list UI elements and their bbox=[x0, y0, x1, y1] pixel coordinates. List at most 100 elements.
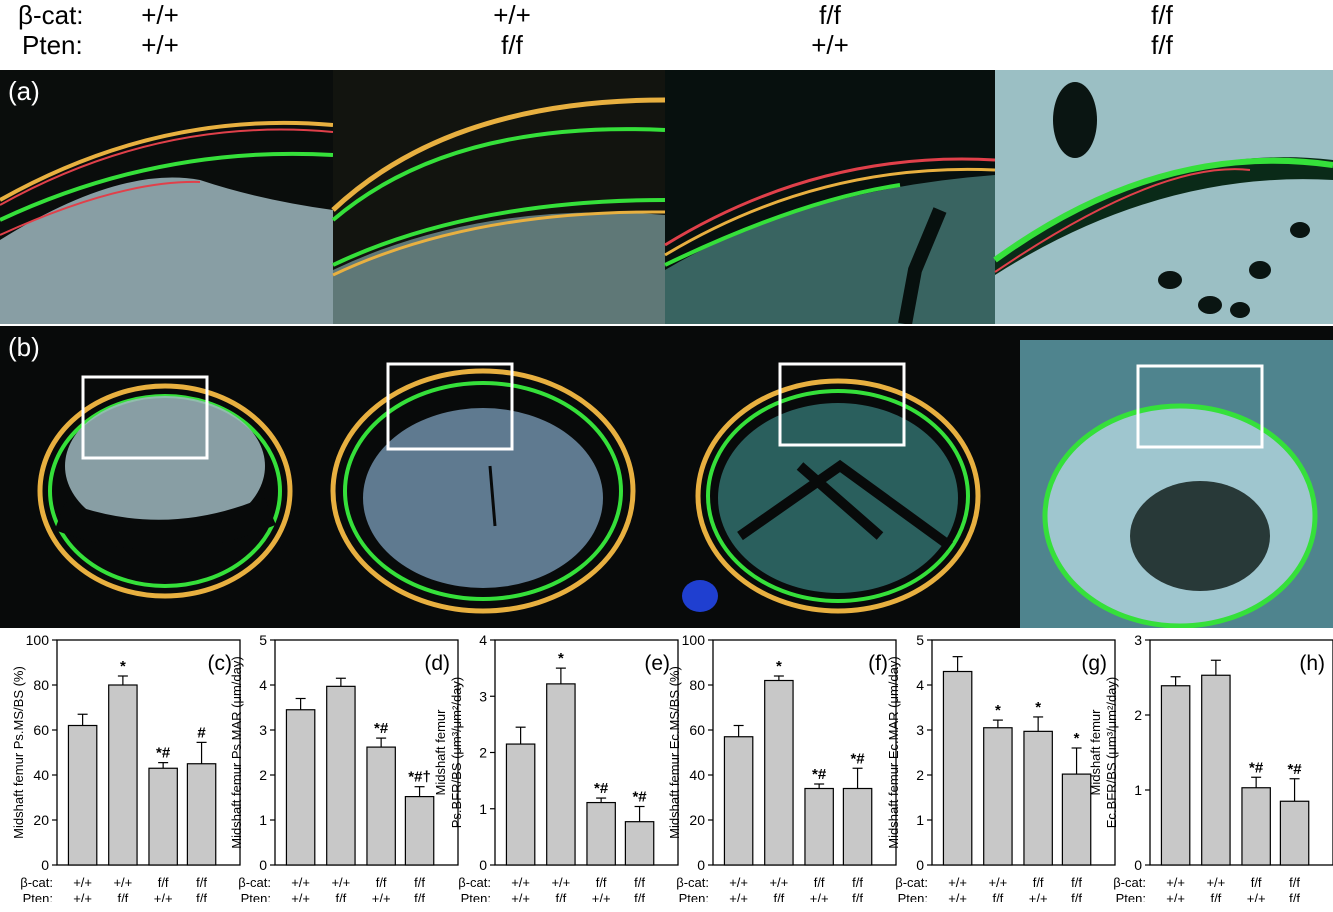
cross-section-b1 bbox=[37, 375, 293, 599]
x-axis-bcat-label: β-cat: bbox=[20, 875, 53, 890]
x-tick-pten: f/f bbox=[414, 891, 425, 902]
panel-label: (c) bbox=[208, 652, 233, 675]
x-tick-pten: +/+ bbox=[1247, 891, 1266, 902]
header-col2-bcat: +/+ bbox=[493, 0, 531, 30]
micrograph-row-a bbox=[0, 70, 1333, 324]
panel-label: (f) bbox=[868, 652, 888, 675]
x-tick-bcat: +/+ bbox=[73, 875, 92, 890]
bar bbox=[546, 683, 576, 866]
x-tick-bcat: +/+ bbox=[769, 875, 788, 890]
significance-mark: * bbox=[995, 702, 1001, 719]
bar bbox=[326, 685, 356, 866]
bar bbox=[148, 767, 178, 866]
bar bbox=[1279, 800, 1310, 866]
y-tick-label: 0 bbox=[259, 857, 267, 873]
cross-section-b2 bbox=[330, 362, 636, 614]
micrograph-a3 bbox=[664, 70, 996, 324]
x-axis-pten-label: Pten: bbox=[241, 891, 271, 902]
x-axis-pten-label: Pten: bbox=[23, 891, 53, 902]
x-tick-bcat: f/f bbox=[196, 875, 207, 890]
header-col1-pten: +/+ bbox=[141, 30, 179, 60]
x-axis-pten-label: Pten: bbox=[679, 891, 709, 902]
header-col4-pten: f/f bbox=[1151, 30, 1173, 60]
y-axis-label: Midshaft femur Ec.MS/BS (%) bbox=[667, 666, 682, 839]
x-axis-pten-label: Pten: bbox=[1116, 891, 1146, 902]
panel-label: (d) bbox=[424, 652, 450, 675]
y-tick-label: 1 bbox=[259, 812, 267, 828]
x-tick-bcat: f/f bbox=[1071, 875, 1082, 890]
header-col3-bcat: f/f bbox=[819, 0, 841, 30]
significance-mark: * bbox=[120, 658, 126, 675]
micrograph-row-b-image bbox=[37, 340, 1333, 628]
y-axis-label-line1: Midshaft femur bbox=[433, 709, 448, 796]
x-tick-pten: +/+ bbox=[372, 891, 391, 902]
x-tick-bcat: f/f bbox=[1033, 875, 1044, 890]
bar bbox=[983, 727, 1013, 866]
panel-label: (h) bbox=[1299, 652, 1325, 675]
bar bbox=[764, 679, 794, 866]
x-tick-bcat: +/+ bbox=[331, 875, 350, 890]
chart-d: 0 1 2 3 4 5 Midshaft femur Ps.MAR (μm/day) (d) +… bbox=[229, 632, 459, 902]
chart-h: 0 1 2 3 Midshaft femur Ec.BFR/BS (μm³/μm²/day… bbox=[1088, 632, 1333, 902]
y-tick-label: 60 bbox=[689, 722, 705, 738]
header-col4-bcat: f/f bbox=[1151, 0, 1173, 30]
chart-f: 0 20 40 60 80 100 Midshaft femur Ec.MS/BS (%) (… bbox=[667, 632, 897, 902]
x-axis-pten-label: Pten: bbox=[898, 891, 928, 902]
x-tick-bcat: +/+ bbox=[948, 875, 967, 890]
bar bbox=[186, 763, 217, 866]
bar bbox=[1061, 773, 1092, 866]
x-tick-bcat: +/+ bbox=[1166, 875, 1185, 890]
x-tick-bcat: +/+ bbox=[729, 875, 748, 890]
x-tick-pten: f/f bbox=[1210, 891, 1221, 902]
bar bbox=[1023, 730, 1053, 866]
x-tick-bcat: f/f bbox=[814, 875, 825, 890]
y-tick-label: 2 bbox=[1134, 707, 1142, 723]
y-tick-label: 100 bbox=[682, 632, 706, 648]
x-axis-pten-label: Pten: bbox=[461, 891, 491, 902]
x-tick-pten: f/f bbox=[992, 891, 1003, 902]
x-tick-bcat: f/f bbox=[1251, 875, 1262, 890]
x-tick-pten: +/+ bbox=[154, 891, 173, 902]
x-axis-bcat-label: β-cat: bbox=[1113, 875, 1146, 890]
y-tick-label: 1 bbox=[479, 801, 487, 817]
significance-mark: *# bbox=[850, 750, 865, 767]
y-axis-label: Midshaft femur Ps.MAR (μm/day) bbox=[229, 656, 244, 848]
y-axis-label: Midshaft femur Ec.MAR (μm/day) bbox=[886, 656, 901, 848]
significance-mark: *# bbox=[374, 720, 389, 737]
header-col1-bcat: +/+ bbox=[141, 0, 179, 30]
micrograph-row-a-image bbox=[0, 70, 1333, 324]
x-tick-pten: +/+ bbox=[729, 891, 748, 902]
x-tick-pten: +/+ bbox=[511, 891, 530, 902]
significance-mark: *# bbox=[632, 789, 647, 806]
y-tick-label: 2 bbox=[916, 767, 924, 783]
x-tick-pten: +/+ bbox=[1166, 891, 1185, 902]
x-tick-bcat: f/f bbox=[1289, 875, 1300, 890]
y-tick-label: 0 bbox=[697, 857, 705, 873]
y-tick-label: 2 bbox=[479, 745, 487, 761]
y-axis-label-line1: Midshaft femur bbox=[1088, 709, 1103, 796]
x-tick-pten: +/+ bbox=[592, 891, 611, 902]
bar bbox=[1201, 674, 1231, 866]
bar bbox=[67, 724, 98, 866]
y-axis-label: Ec.BFR/BS (μm³/μm²/day) bbox=[1104, 677, 1119, 829]
chart-c: 0 20 40 60 80 100 Midshaft femur Ps.MS/BS (%) (… bbox=[11, 632, 241, 902]
significance-mark: * bbox=[1035, 699, 1041, 716]
y-tick-label: 60 bbox=[33, 722, 49, 738]
y-tick-label: 3 bbox=[259, 722, 267, 738]
bar bbox=[404, 795, 435, 866]
y-axis-label: Midshaft femur Ps.MS/BS (%) bbox=[11, 666, 26, 839]
significance-mark: *# bbox=[156, 745, 171, 762]
x-tick-pten: f/f bbox=[852, 891, 863, 902]
x-tick-bcat: f/f bbox=[596, 875, 607, 890]
header-col3-pten: +/+ bbox=[811, 30, 849, 60]
header-pten-label: Pten: bbox=[22, 30, 83, 60]
x-axis-bcat-label: β-cat: bbox=[238, 875, 271, 890]
significance-mark: *# bbox=[1287, 761, 1302, 778]
significance-mark: * bbox=[558, 650, 564, 667]
x-tick-pten: f/f bbox=[196, 891, 207, 902]
micrograph-a2 bbox=[331, 70, 666, 324]
significance-mark: *#† bbox=[408, 769, 431, 786]
y-tick-label: 2 bbox=[259, 767, 267, 783]
bar bbox=[505, 743, 536, 866]
